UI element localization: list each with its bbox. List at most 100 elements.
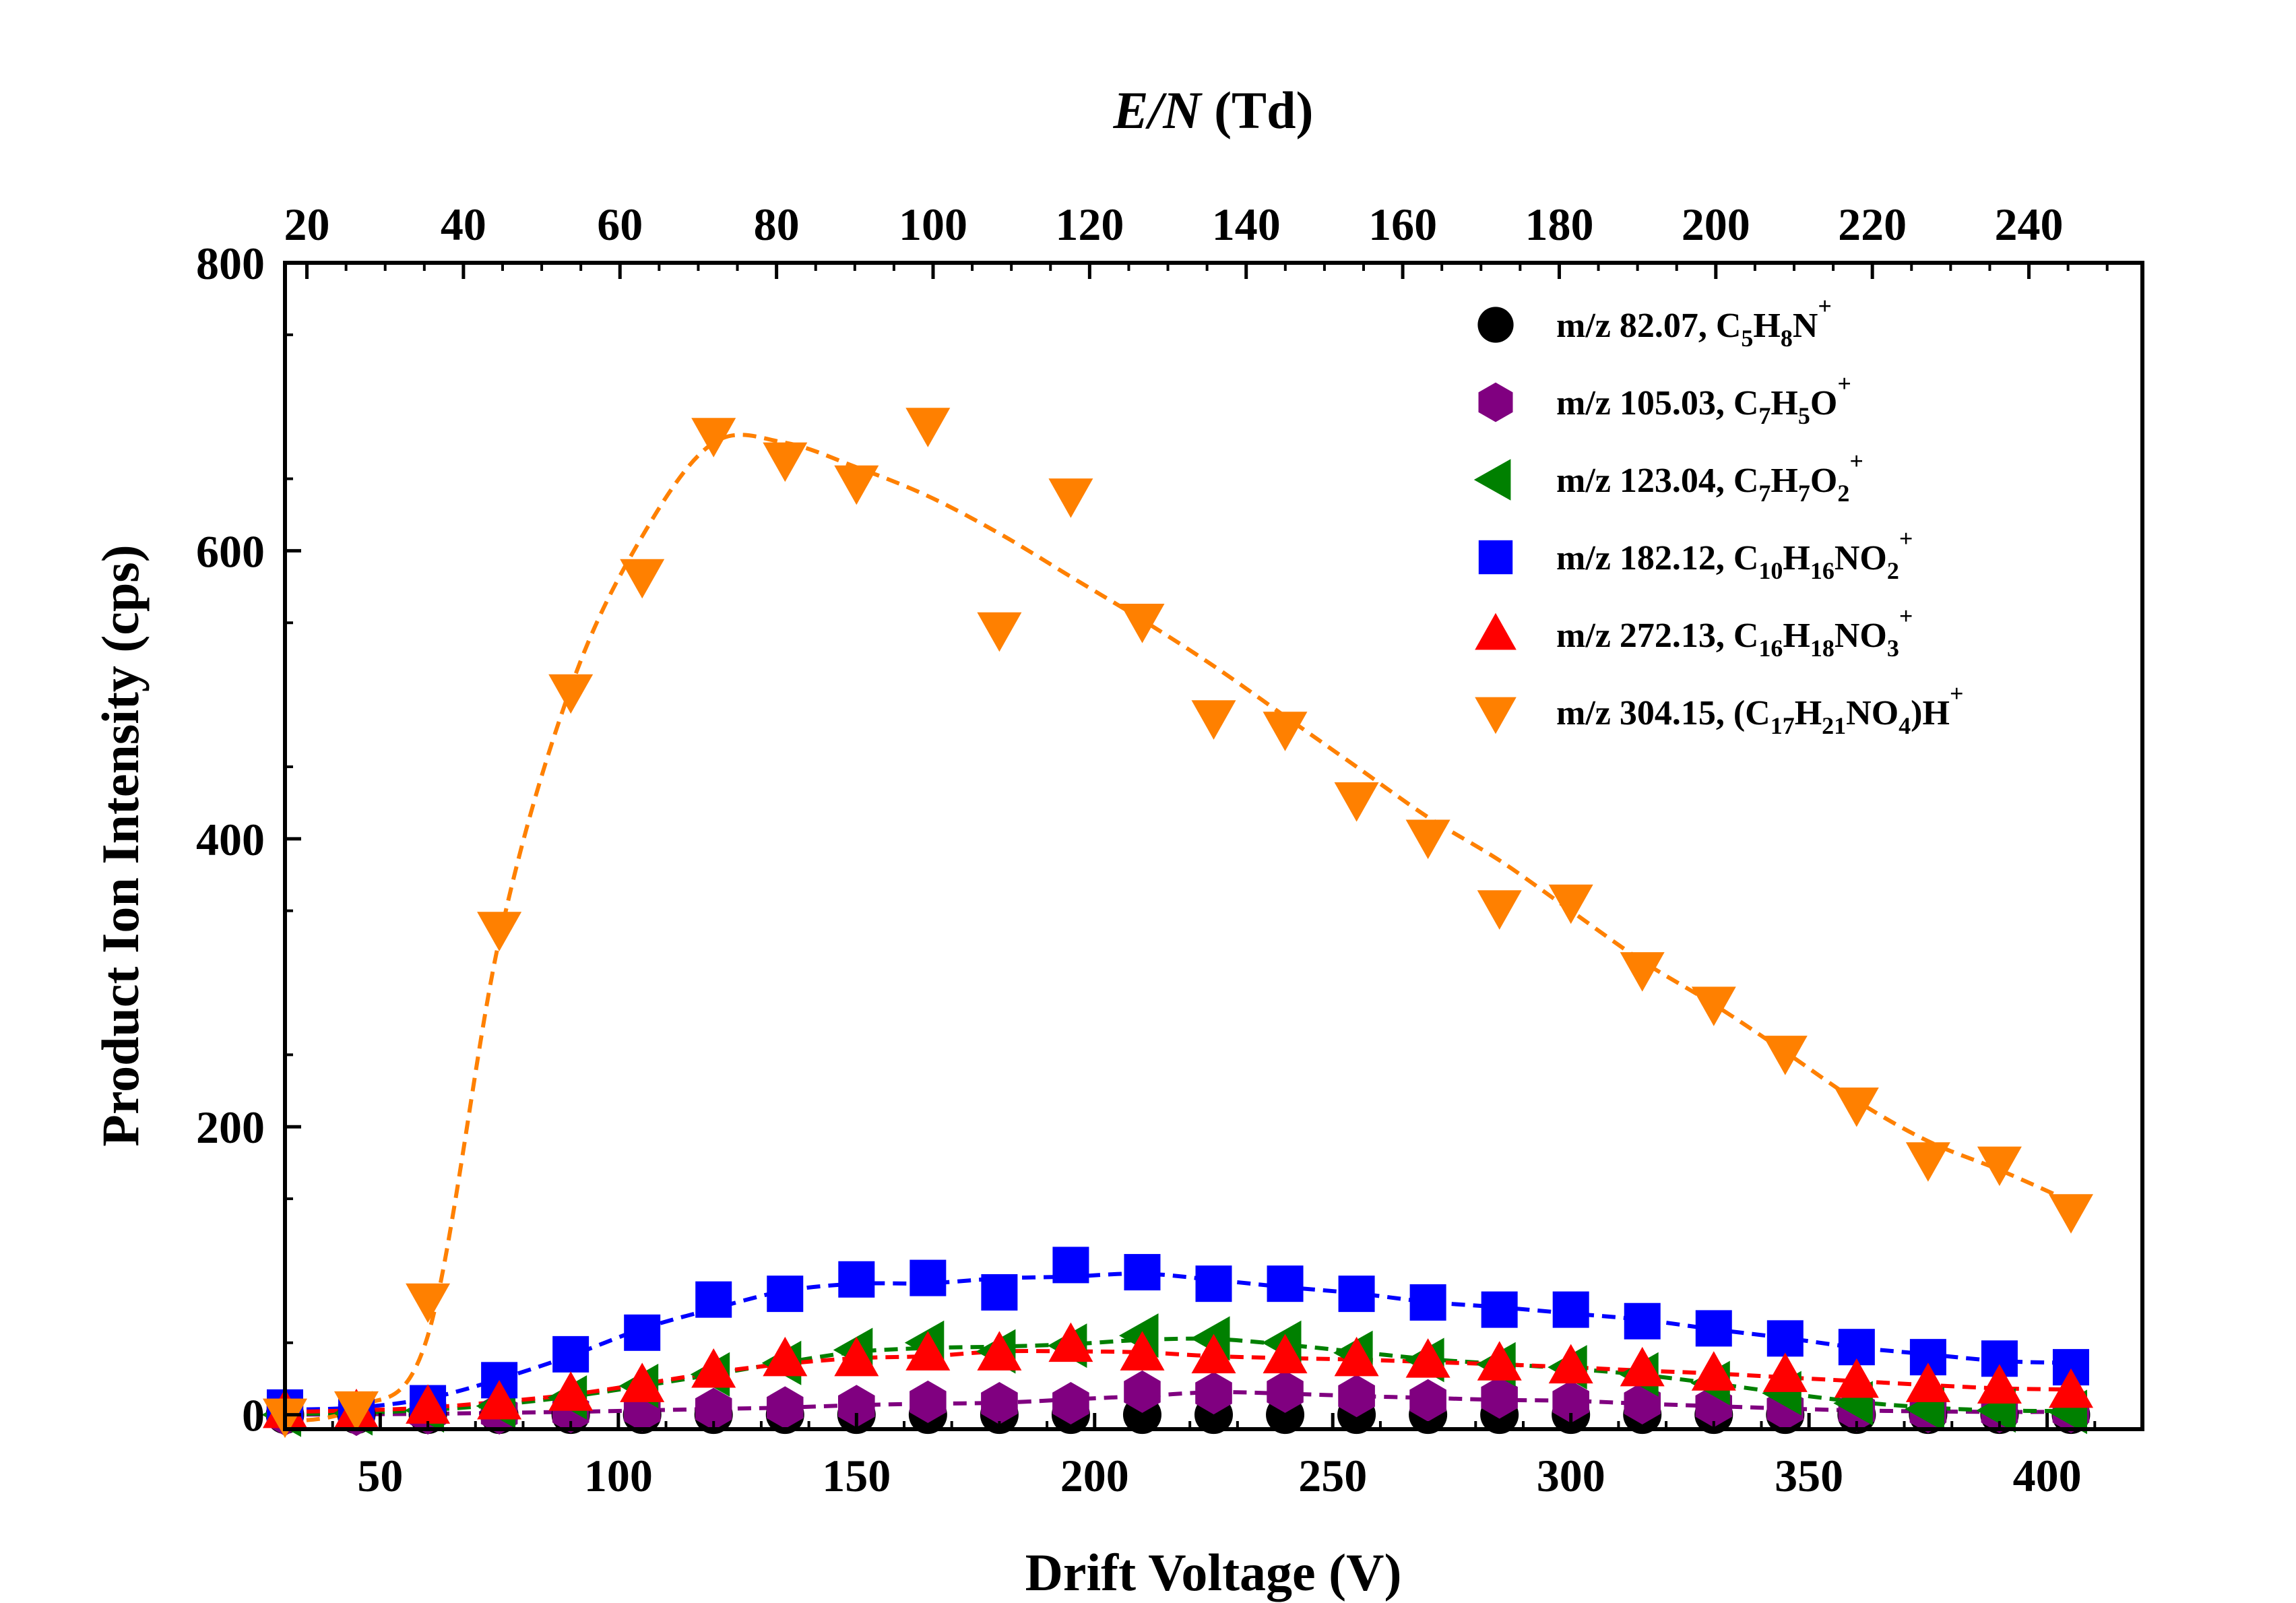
legend-marker [1473, 459, 1511, 501]
legend-label-part: + [1950, 680, 1964, 707]
legend-label: m/z 82.07, C5H8N+ [1556, 292, 1832, 352]
x-tick-label: 100 [584, 1450, 653, 1501]
legend-label-part: 4 [1899, 712, 1911, 739]
data-point [838, 1385, 875, 1428]
legend-label-part: + [1837, 370, 1851, 397]
data-point [1334, 1336, 1379, 1377]
legend-entry-5: m/z 304.15, (C17H21NO4)H+ [1475, 680, 1963, 739]
legend-marker [1475, 697, 1517, 734]
data-point [620, 1362, 665, 1402]
legend-label-part: 18 [1810, 635, 1835, 662]
data-point [910, 1259, 947, 1296]
data-point [2049, 1194, 2093, 1234]
data-point [1977, 1364, 2022, 1404]
legend-marker [1475, 612, 1517, 650]
legend-label-part: 3 [1887, 635, 1899, 662]
legend-label: m/z 182.12, C10H16NO2+ [1556, 525, 1913, 584]
legend-label-part: 16 [1810, 557, 1835, 584]
data-point [767, 1276, 804, 1313]
legend-label-part: NO [1846, 694, 1899, 732]
data-point [981, 1382, 1018, 1424]
legend-label-part: N [1793, 307, 1818, 345]
legend-label-part: NO [1835, 539, 1887, 577]
legend-label-part: H [1753, 307, 1780, 345]
x-axis-title: Drift Voltage (V) [1025, 1543, 1402, 1602]
data-point [1624, 1302, 1661, 1340]
legend-label-part: 16 [1758, 635, 1783, 662]
data-point [1477, 890, 1522, 930]
data-point [695, 1387, 732, 1431]
data-point [691, 1348, 736, 1388]
data-point [1762, 1036, 1808, 1075]
data-point [1481, 1376, 1518, 1419]
legend-label: m/z 105.03, C7H5O+ [1556, 370, 1851, 429]
top-x-tick-label: 180 [1525, 199, 1593, 250]
data-point [1267, 1265, 1304, 1302]
data-point [1620, 1346, 1665, 1387]
top-x-axis-title-rest: (Td) [1201, 81, 1314, 139]
data-point [1620, 952, 1665, 992]
data-point [1120, 1331, 1165, 1371]
legend-label-part: + [1818, 292, 1832, 319]
legend-label-part: )H [1911, 694, 1950, 732]
top-x-tick-label: 120 [1055, 199, 1124, 250]
top-x-tick-label: 100 [899, 199, 967, 250]
legend-label-part: H [1795, 694, 1822, 732]
data-point [695, 1281, 732, 1318]
legend-label-part: H [1783, 539, 1810, 577]
legend-label-part: 10 [1758, 557, 1783, 584]
data-point [905, 408, 951, 447]
data-points [261, 408, 2093, 1439]
top-x-tick-label: 160 [1368, 199, 1437, 250]
data-point [1905, 1362, 1950, 1402]
x-tick-label: 150 [822, 1450, 891, 1501]
legend-label-part: 7 [1758, 402, 1771, 429]
data-point [1124, 1370, 1161, 1413]
legend-label-part: m/z 304.15, (C [1556, 694, 1771, 732]
data-point [548, 1371, 594, 1411]
top-x-tick-label: 60 [597, 199, 643, 250]
top-x-axis: 20 40 60 80 100 120 140 160 180 200 220 240 [284, 199, 2109, 279]
y-tick-label: 600 [196, 526, 265, 577]
data-point [838, 1261, 875, 1298]
top-x-tick-label: 40 [441, 199, 486, 250]
data-point [1762, 1352, 1808, 1392]
legend-label-part: m/z 123.04, C [1556, 462, 1758, 500]
data-point [624, 1314, 661, 1351]
legend-label-part: m/z 182.12, C [1556, 539, 1758, 577]
legend-label-part: 8 [1781, 325, 1793, 352]
data-point [1267, 1370, 1304, 1413]
legend-label: m/z 304.15, (C17H21NO4)H+ [1556, 680, 1963, 739]
data-point [1334, 782, 1379, 822]
series-5-markers [263, 408, 2093, 1439]
data-point [1052, 1382, 1089, 1424]
data-point [1548, 1344, 1593, 1384]
fit-curve-5 [284, 433, 2072, 1424]
x-tick-label: 250 [1298, 1450, 1367, 1501]
data-point [1052, 1247, 1089, 1284]
data-point [1695, 1310, 1732, 1347]
data-point [2049, 1368, 2093, 1408]
legend-label-part: H [1771, 462, 1797, 500]
data-point [1766, 1320, 1804, 1357]
legend-entry-2: m/z 123.04, C7H7O2+ [1473, 447, 1863, 507]
data-point [1405, 819, 1450, 859]
data-point [1552, 1380, 1589, 1423]
x-tick-label: 400 [2013, 1450, 2082, 1501]
legend-label-part: 7 [1758, 480, 1771, 507]
data-point [1552, 1291, 1589, 1328]
legend-label-part: O [1810, 462, 1837, 500]
legend-label-part: + [1899, 525, 1913, 552]
top-x-tick-label: 200 [1682, 199, 1750, 250]
x-tick-label: 300 [1537, 1450, 1605, 1501]
data-point [1834, 1358, 1879, 1398]
data-point [981, 1274, 1018, 1311]
legend-entry-4: m/z 272.13, C16H18NO3+ [1475, 602, 1913, 662]
data-point [834, 1336, 879, 1377]
legend-label-part: m/z 272.13, C [1556, 617, 1758, 655]
x-tick-label: 50 [357, 1450, 403, 1501]
data-point [1691, 986, 1736, 1026]
data-point [406, 1283, 451, 1323]
legend-label: m/z 123.04, C7H7O2+ [1556, 447, 1863, 507]
x-tick-label: 350 [1775, 1450, 1843, 1501]
